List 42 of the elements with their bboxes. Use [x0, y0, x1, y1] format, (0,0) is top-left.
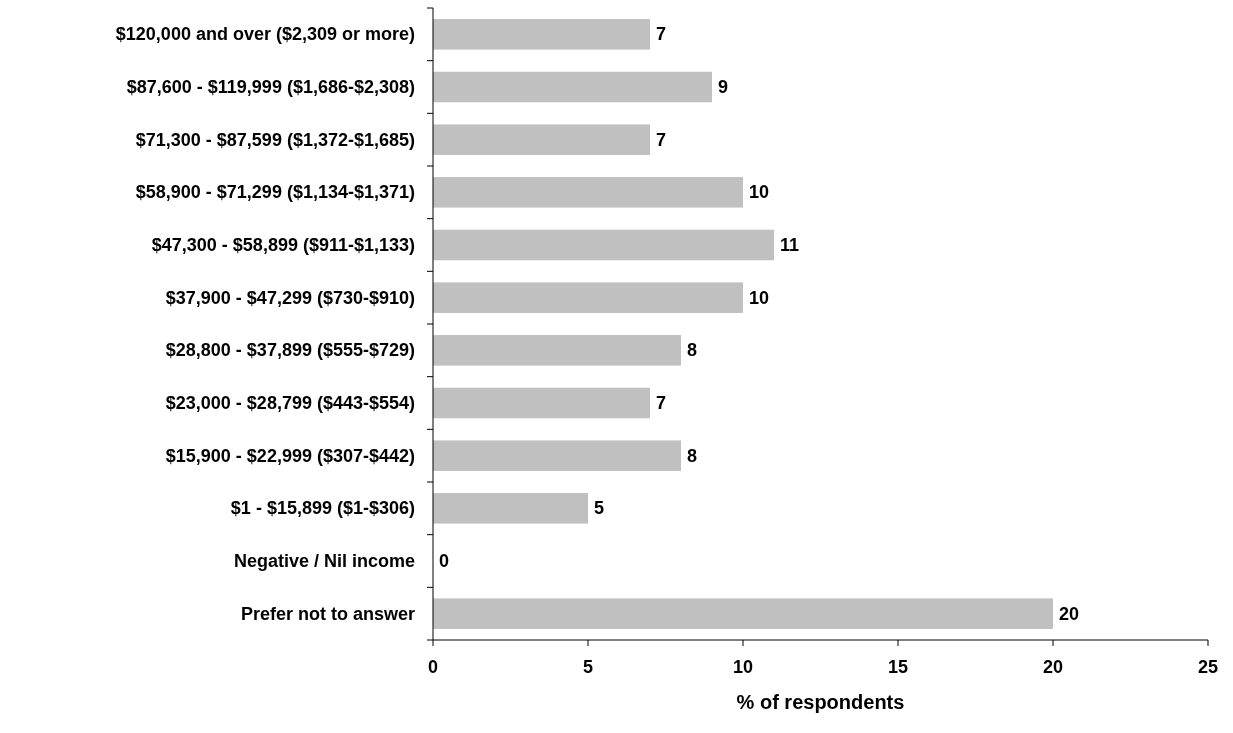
data-label: 11 — [780, 235, 800, 255]
bar — [433, 177, 743, 208]
x-tick-label: 5 — [582, 657, 594, 677]
data-label: 9 — [718, 77, 729, 97]
data-label: 10 — [749, 287, 770, 308]
bar — [433, 493, 588, 524]
y-tick-label: $120,000 and over ($2,309 or more) — [115, 24, 415, 45]
y-tick-label: $1 - $15,899 ($1-$306) — [230, 498, 415, 519]
x-axis-title: % of respondents — [736, 691, 905, 713]
data-label: 8 — [687, 340, 698, 361]
y-tick-label: Prefer not to answer — [240, 603, 415, 624]
y-tick-label: $23,000 - $28,799 ($443-$554) — [165, 393, 415, 413]
y-tick-label: $71,300 - $87,599 ($1,372-$1,685) — [135, 129, 415, 150]
bar — [433, 387, 650, 419]
bar — [433, 229, 774, 261]
y-tick-label: $37,900 - $47,299 ($730-$910) — [165, 287, 415, 308]
bar — [433, 440, 681, 471]
y-tick-label: Negative / Nil income — [233, 551, 415, 571]
y-tick-label: $87,600 - $119,999 ($1,686-$2,308) — [126, 77, 415, 97]
bar — [433, 71, 712, 103]
data-label: 7 — [656, 129, 667, 150]
x-tick-label: 20 — [1042, 657, 1064, 677]
data-label: 5 — [594, 498, 605, 519]
y-tick-label: $47,300 - $58,899 ($911-$1,133) — [151, 235, 415, 255]
data-label: 10 — [749, 182, 770, 203]
data-label: 20 — [1059, 603, 1080, 624]
y-tick-label: $28,800 - $37,899 ($555-$729) — [165, 340, 415, 361]
y-tick-label: $58,900 - $71,299 ($1,134-$1,371) — [135, 182, 415, 203]
x-tick-label: 10 — [732, 657, 754, 677]
data-label: 7 — [656, 393, 667, 413]
x-tick-label: 25 — [1197, 657, 1219, 677]
bar — [433, 19, 650, 50]
data-label: 7 — [656, 24, 667, 45]
x-tick-label: 15 — [887, 657, 909, 677]
bar — [433, 282, 743, 313]
bar — [433, 335, 681, 366]
x-tick-label: 0 — [427, 657, 439, 677]
y-tick-label: $15,900 - $22,999 ($307-$442) — [165, 445, 415, 466]
data-label: 0 — [439, 551, 450, 571]
bar — [433, 124, 650, 155]
data-label: 8 — [687, 445, 698, 466]
bar — [433, 598, 1053, 629]
